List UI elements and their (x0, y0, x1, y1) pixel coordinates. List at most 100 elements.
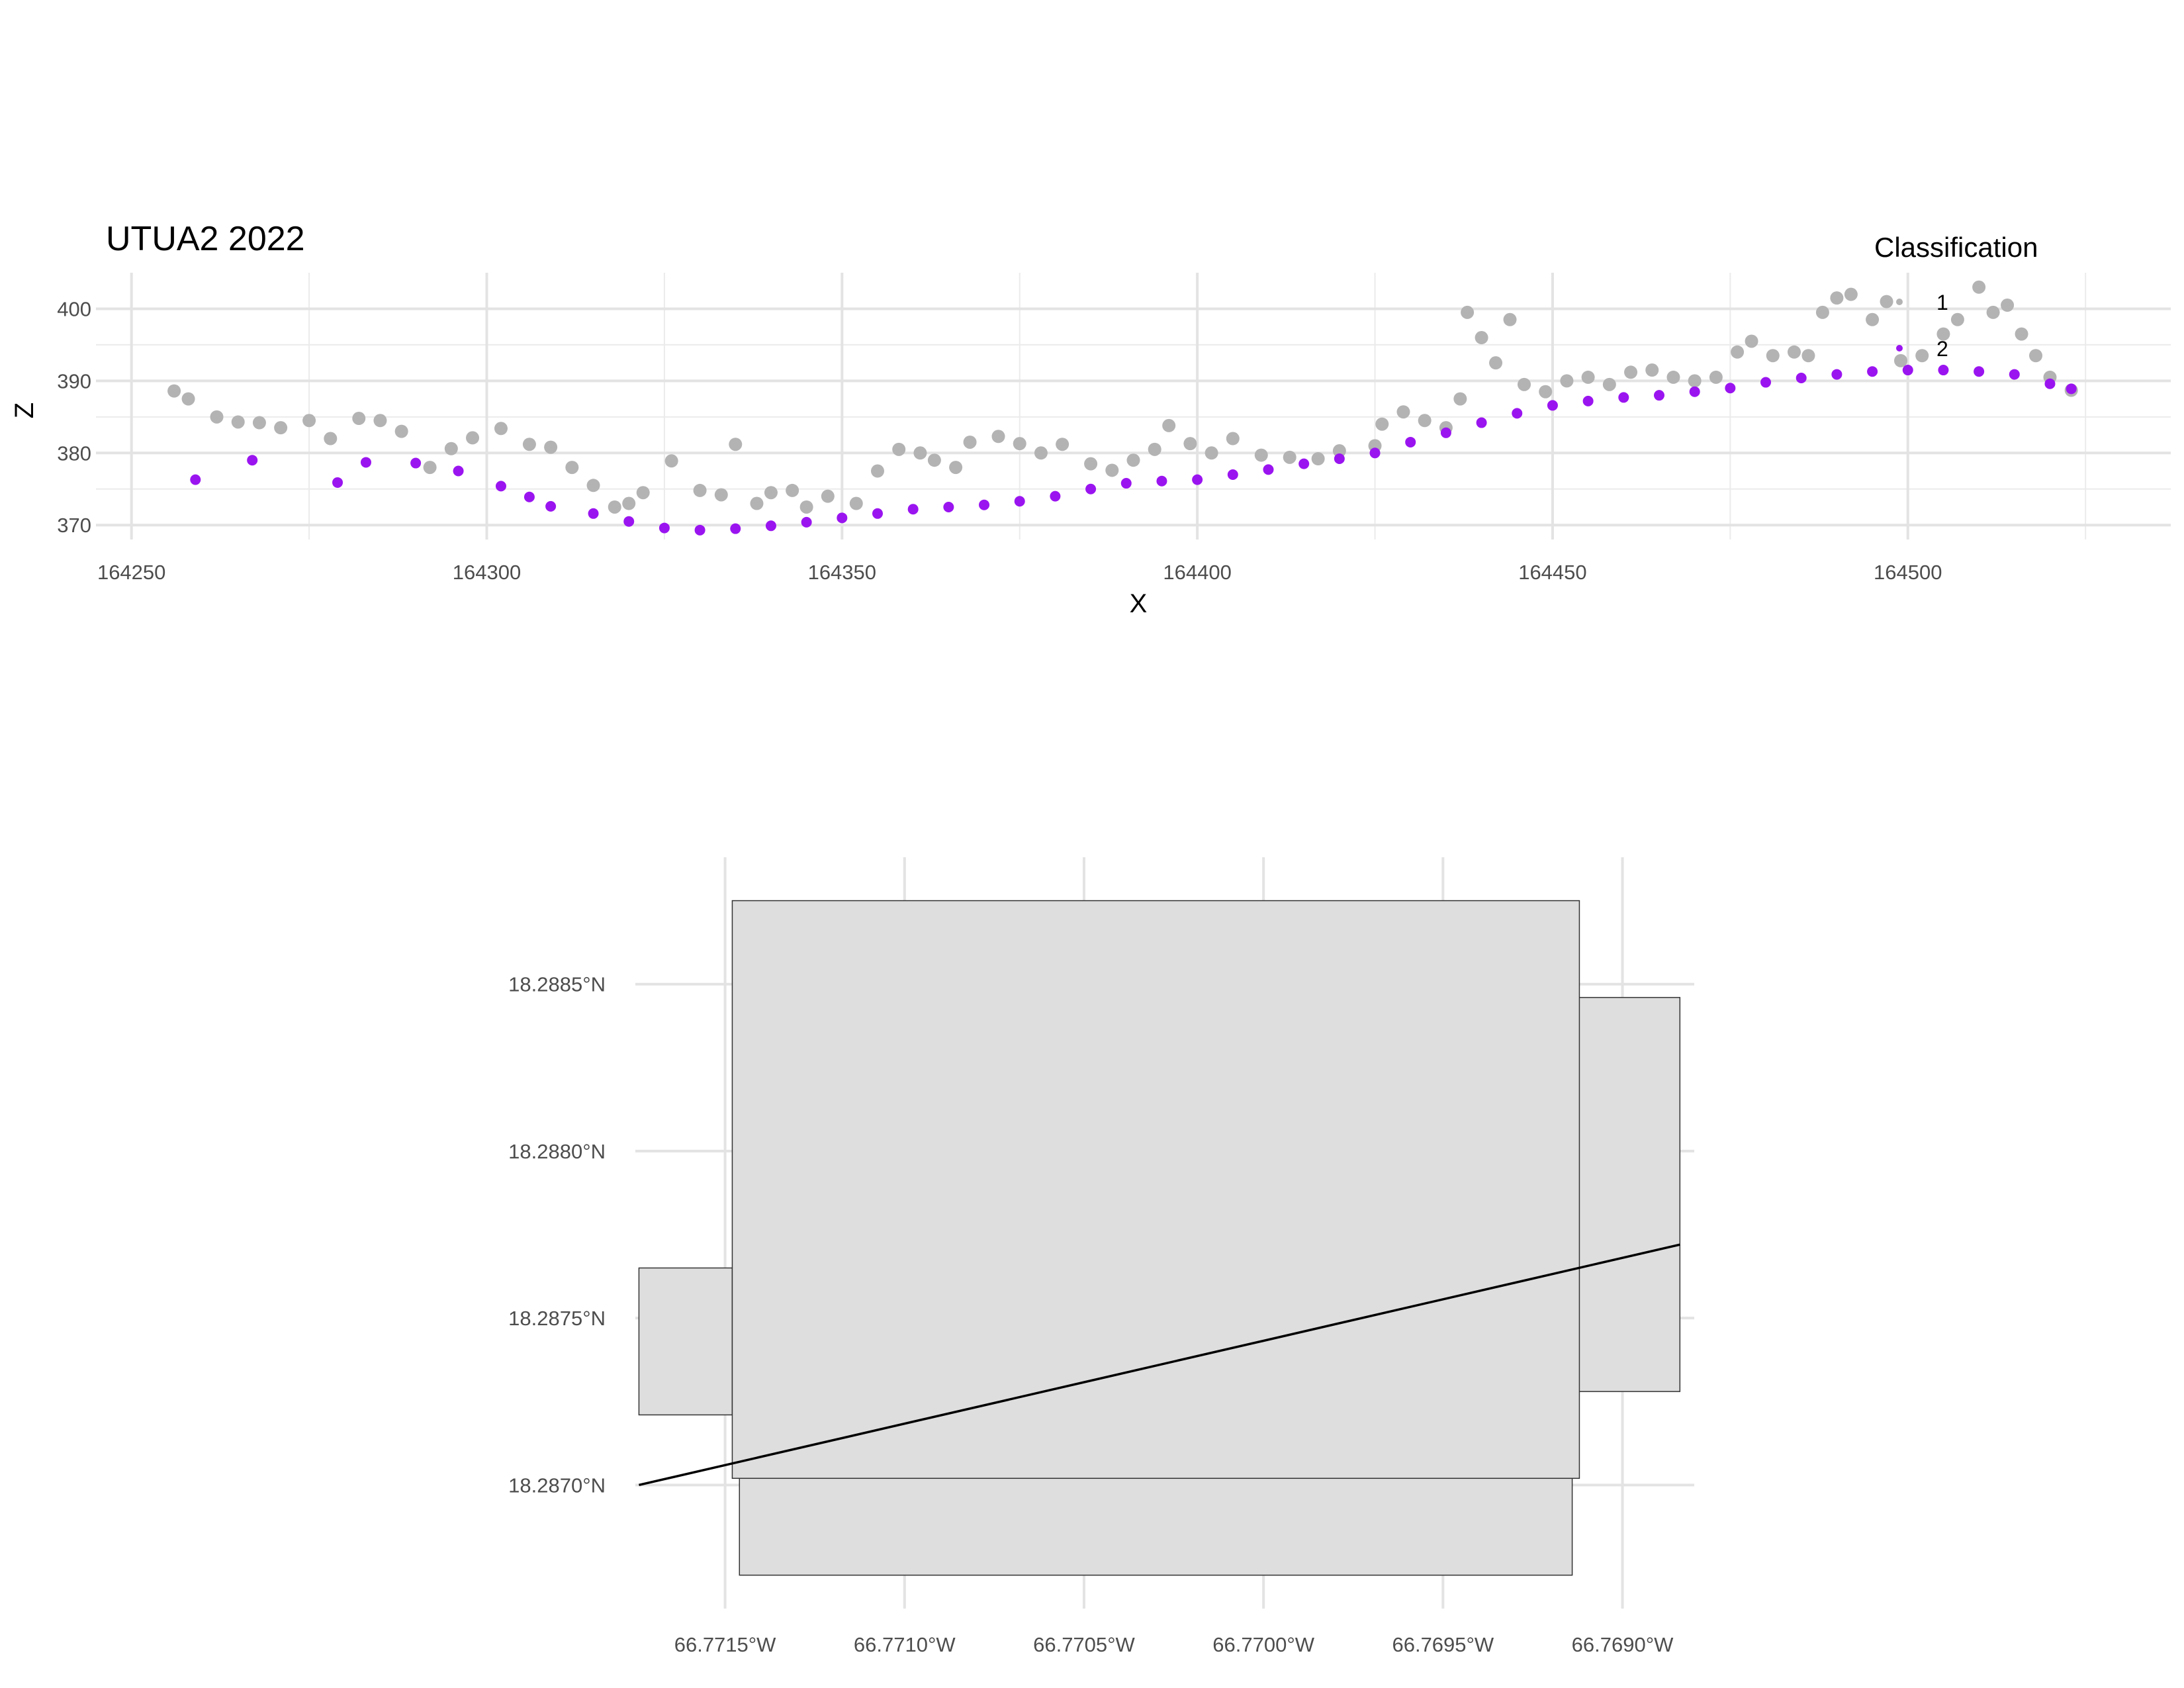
data-point-class-1 (1311, 452, 1325, 466)
data-point-class-2 (765, 520, 776, 532)
data-point-class-2 (1653, 390, 1664, 401)
data-point-class-2 (523, 491, 535, 502)
data-point-class-1 (750, 496, 764, 510)
raster-tile (731, 900, 1580, 1479)
data-point-class-1 (821, 489, 835, 503)
data-point-class-1 (1972, 280, 1986, 294)
latitude-tick-labels: 18.2885°N 18.2880°N 18.2875°N 18.2870°N (508, 973, 606, 1497)
longitude-tick-label: 66.7700°W (1212, 1633, 1314, 1656)
longitude-tick-labels: 66.7715°W 66.7710°W 66.7705°W 66.7700°W 66.7… (674, 1633, 1674, 1656)
data-point-class-1 (274, 421, 288, 435)
data-point-class-1 (1183, 437, 1197, 451)
data-point-class-2 (694, 524, 705, 536)
data-point-class-2 (1512, 408, 1523, 419)
data-point-class-1 (927, 453, 941, 467)
legend-label-1: 1 (1936, 291, 1948, 314)
raster-tile (739, 1477, 1573, 1576)
data-point-class-1 (324, 432, 338, 445)
data-point-class-2 (1618, 392, 1629, 403)
data-point-class-1 (494, 422, 508, 436)
data-point-class-1 (1148, 442, 1161, 456)
data-point-class-1 (1645, 363, 1659, 377)
data-point-class-2 (623, 516, 635, 527)
data-point-class-2 (453, 465, 464, 477)
data-point-class-2 (659, 522, 670, 534)
data-point-class-1 (2001, 299, 2015, 312)
cross-section-grid (96, 273, 2171, 539)
data-point-class-1 (1205, 446, 1218, 460)
data-point-class-2 (190, 474, 201, 485)
data-point-class-1 (786, 483, 799, 497)
data-point-class-1 (963, 435, 977, 449)
data-point-class-1 (1766, 349, 1780, 363)
plot-title: UTUA2 2022 (106, 220, 305, 258)
data-point-class-2 (1014, 496, 1025, 507)
y-axis-title: Z (10, 402, 39, 418)
data-point-class-1 (1126, 453, 1140, 467)
data-point-class-1 (1986, 305, 2000, 319)
data-point-class-1 (991, 430, 1005, 444)
data-point-class-2 (1263, 464, 1274, 475)
data-point-class-2 (588, 508, 599, 519)
data-point-class-1 (608, 500, 621, 514)
latitude-tick-label: 18.2875°N (508, 1307, 606, 1330)
data-point-class-2 (1725, 383, 1736, 394)
data-point-class-1 (1475, 331, 1488, 345)
data-point-class-1 (586, 479, 600, 492)
data-point-class-1 (1844, 287, 1858, 301)
data-point-class-1 (522, 438, 536, 451)
data-point-class-2 (1440, 427, 1451, 438)
data-point-class-1 (1787, 345, 1801, 359)
legend-key-1 (1896, 299, 1903, 305)
data-point-class-1 (1880, 295, 1893, 308)
data-point-class-2 (410, 457, 422, 469)
data-point-class-2 (1831, 369, 1843, 380)
data-point-class-1 (1666, 370, 1680, 384)
y-tick-label: 400 (57, 297, 91, 320)
raster-tile (638, 1267, 733, 1416)
x-tick-label: 164250 (97, 561, 165, 584)
data-point-class-1 (1461, 305, 1475, 319)
data-point-class-1 (1489, 356, 1503, 370)
y-tick-label: 380 (57, 442, 91, 465)
longitude-tick-label: 66.7715°W (674, 1633, 776, 1656)
data-point-class-1 (764, 486, 778, 500)
data-point-class-1 (622, 496, 636, 510)
x-tick-label: 164300 (453, 561, 521, 584)
data-point-class-1 (1105, 463, 1119, 477)
data-point-class-2 (2009, 369, 2020, 380)
data-point-class-2 (1689, 386, 1700, 397)
y-tick-labels: 370 380 390 400 (57, 297, 91, 537)
data-point-class-1 (1056, 438, 1069, 451)
data-point-class-2 (1334, 453, 1345, 465)
data-point-class-1 (892, 442, 906, 456)
data-point-class-1 (1602, 377, 1616, 391)
data-point-class-2 (332, 477, 343, 488)
data-point-class-1 (1503, 312, 1517, 326)
data-point-class-1 (1226, 432, 1240, 445)
data-point-class-1 (1830, 291, 1844, 305)
x-tick-label: 164450 (1518, 561, 1586, 584)
data-point-class-1 (870, 464, 884, 478)
data-point-class-2 (1938, 365, 1949, 376)
data-point-class-1 (1453, 392, 1467, 406)
data-point-class-2 (1156, 475, 1167, 487)
x-tick-label: 164500 (1874, 561, 1942, 584)
data-point-class-2 (2044, 378, 2056, 389)
data-point-class-2 (247, 455, 258, 466)
data-point-class-1 (693, 483, 707, 497)
data-point-class-1 (1539, 385, 1553, 399)
y-tick-label: 370 (57, 514, 91, 537)
data-point-class-2 (1547, 400, 1558, 411)
data-point-class-2 (943, 501, 954, 512)
data-point-class-1 (849, 496, 863, 510)
data-point-class-1 (373, 414, 387, 428)
data-point-class-1 (252, 416, 266, 430)
cross-section-plot: UTUA2 2022 164250 164300 164350 164400 16445… (10, 220, 2171, 618)
data-point-class-1 (714, 488, 728, 502)
data-point-class-1 (1396, 405, 1410, 419)
transect-line (639, 1243, 1680, 1487)
data-point-class-1 (1688, 374, 1702, 388)
x-axis-title: X (1130, 589, 1148, 618)
x-tick-label: 164400 (1163, 561, 1231, 584)
